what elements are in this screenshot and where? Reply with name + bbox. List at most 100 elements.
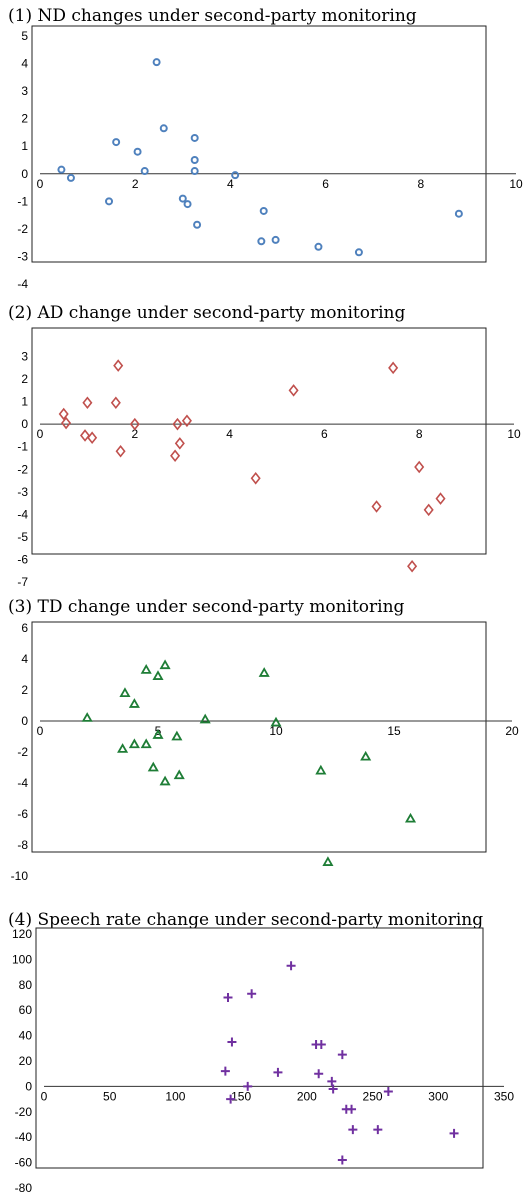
y-tick-label: 2 (21, 683, 28, 697)
y-tick-label: 100 (12, 952, 32, 966)
data-point (314, 1069, 324, 1079)
x-tick-label: 8 (417, 177, 424, 191)
plot-frame (31, 621, 487, 853)
data-point (152, 58, 161, 67)
x-tick-label: 0 (41, 1089, 48, 1103)
data-point (220, 1066, 230, 1076)
y-tick-label: 3 (21, 84, 28, 98)
chart-title-1: (1) ND changes under second-party monito… (8, 6, 417, 26)
data-point (172, 417, 183, 431)
y-tick-label: 3 (21, 350, 28, 364)
y-tick-label: -6 (17, 552, 28, 566)
data-point (337, 1050, 347, 1060)
data-point (159, 124, 168, 133)
data-point (152, 670, 164, 680)
x-tick-label: 2 (131, 427, 138, 441)
data-point (247, 989, 257, 999)
data-point (373, 1125, 383, 1135)
data-point (159, 659, 171, 670)
x-tick-label: 20 (505, 724, 519, 738)
y-tick-label: 1 (21, 139, 28, 153)
data-point (190, 167, 199, 176)
x-tick-label: 300 (428, 1089, 448, 1103)
y-tick-label: 5 (21, 29, 28, 43)
data-point (112, 138, 121, 147)
x-tick-label: 6 (321, 427, 328, 441)
data-point (454, 209, 463, 218)
y-tick-label: -7 (17, 575, 28, 589)
data-point (105, 197, 114, 206)
y-tick-label: -5 (17, 530, 28, 544)
data-point (181, 414, 192, 428)
data-point (327, 1076, 337, 1086)
data-point (271, 235, 280, 244)
y-tick-label: -4 (17, 776, 28, 790)
x-tick-label: 4 (226, 427, 233, 441)
data-point (199, 713, 211, 724)
y-tick-label: 4 (21, 652, 28, 666)
x-tick-label: 150 (231, 1089, 251, 1103)
chart-title-4: (4) Speech rate change under second-part… (8, 910, 484, 930)
data-point (81, 712, 93, 722)
data-point (227, 1037, 237, 1047)
y-tick-label: -4 (17, 507, 28, 521)
data-point (270, 716, 282, 727)
data-point (170, 449, 181, 463)
data-point (140, 167, 149, 176)
data-point (159, 775, 171, 786)
data-point (174, 437, 185, 450)
y-tick-label: -10 (11, 869, 29, 883)
x-tick-label: 200 (297, 1089, 317, 1103)
y-tick-label: -4 (17, 277, 28, 291)
data-point (315, 764, 327, 775)
y-tick-label: -1 (17, 440, 28, 454)
data-point (190, 133, 199, 142)
data-point (314, 242, 323, 251)
x-tick-label: 2 (132, 177, 139, 191)
data-point (133, 147, 142, 156)
data-point (354, 248, 363, 257)
y-tick-label: 0 (25, 1079, 32, 1093)
y-tick-label: 2 (21, 112, 28, 126)
y-tick-label: 2 (21, 372, 28, 386)
data-point (423, 503, 434, 517)
y-tick-label: 120 (12, 927, 32, 941)
y-tick-label: -3 (17, 485, 28, 499)
data-point (113, 359, 124, 372)
x-tick-label: 10 (507, 427, 521, 441)
data-point (337, 1155, 347, 1165)
data-point (383, 1086, 393, 1096)
data-point (57, 165, 66, 174)
y-tick-label: -2 (17, 462, 28, 476)
data-point (449, 1128, 459, 1138)
data-point (407, 559, 418, 573)
data-point (128, 738, 140, 749)
data-point (273, 1067, 283, 1077)
speech-rate-scatter-chart: -80 -60 -40 -20 0 20 40 60 80 100 120 0 50 100 150 200 2… (12, 927, 514, 1195)
plot-frame (35, 927, 484, 1169)
data-point (258, 667, 270, 677)
data-point (348, 1125, 358, 1135)
x-tick-label: 6 (322, 177, 329, 191)
data-point (193, 220, 202, 229)
data-point (288, 384, 299, 397)
data-point (117, 743, 129, 753)
data-point (435, 492, 446, 505)
y-tick-label: 40 (19, 1029, 33, 1043)
y-tick-label: -3 (17, 249, 28, 263)
data-point (259, 206, 268, 215)
chart-title-2: (2) AD change under second-party monitor… (8, 303, 406, 323)
data-point (404, 812, 417, 823)
y-tick-label: 60 (19, 1003, 33, 1017)
y-tick-label: -2 (17, 745, 28, 759)
y-tick-label: 6 (21, 621, 28, 635)
x-tick-label: 100 (165, 1089, 185, 1103)
data-point (171, 730, 183, 741)
data-point (140, 738, 152, 749)
data-point (178, 194, 187, 203)
data-point (61, 416, 72, 430)
data-point (80, 429, 91, 442)
y-tick-label: 20 (19, 1054, 33, 1068)
data-point (322, 856, 334, 866)
